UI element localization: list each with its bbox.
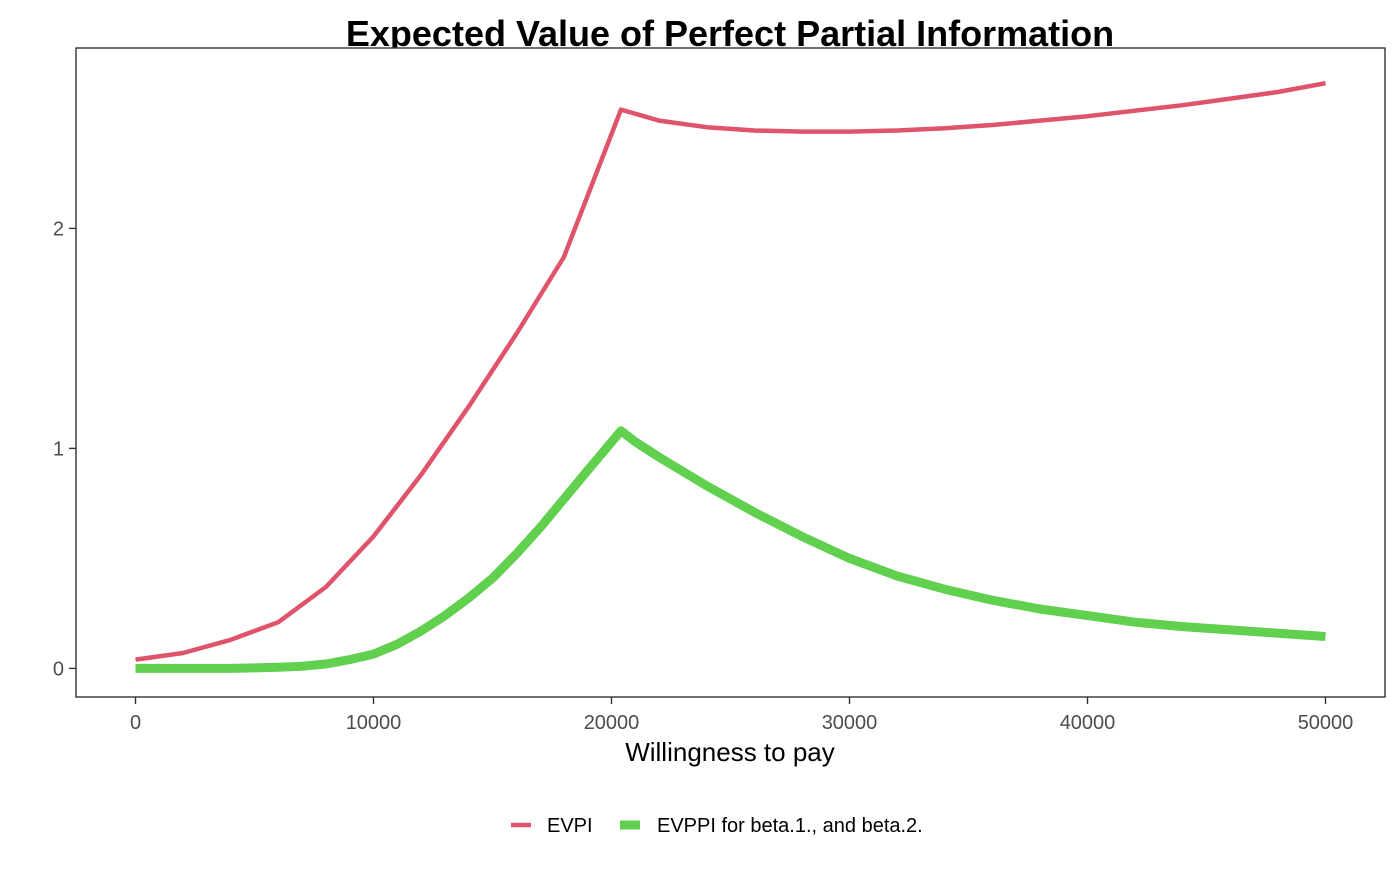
x-tick-label: 20000 [584, 712, 640, 734]
series-layer [135, 80, 1326, 673]
x-tick-label: 40000 [1060, 712, 1116, 734]
x-axis: 0 10000 20000 30000 40000 50000 [130, 697, 1353, 734]
chart-title: Expected Value of Perfect Partial Inform… [346, 13, 1114, 54]
y-axis: 0 1 2 [53, 218, 76, 680]
legend-label-evpi: EVPI [547, 815, 593, 837]
x-tick-label: 30000 [822, 712, 878, 734]
x-tick-label: 10000 [346, 712, 402, 734]
series-line-evppi [135, 426, 1326, 673]
y-tick-label: 0 [53, 658, 64, 680]
x-tick-label: 50000 [1298, 712, 1354, 734]
legend-label-evppi: EVPPI for beta.1., and beta.2. [657, 815, 923, 837]
y-tick-label: 2 [53, 218, 64, 240]
y-tick-label: 1 [53, 438, 64, 460]
legend: EVPI EVPPI for beta.1., and beta.2. [511, 815, 923, 837]
series-line-evpi [135, 80, 1326, 662]
plot-panel [75, 47, 1386, 698]
x-tick-label: 0 [130, 712, 141, 734]
x-axis-label: Willingness to pay [625, 737, 835, 767]
